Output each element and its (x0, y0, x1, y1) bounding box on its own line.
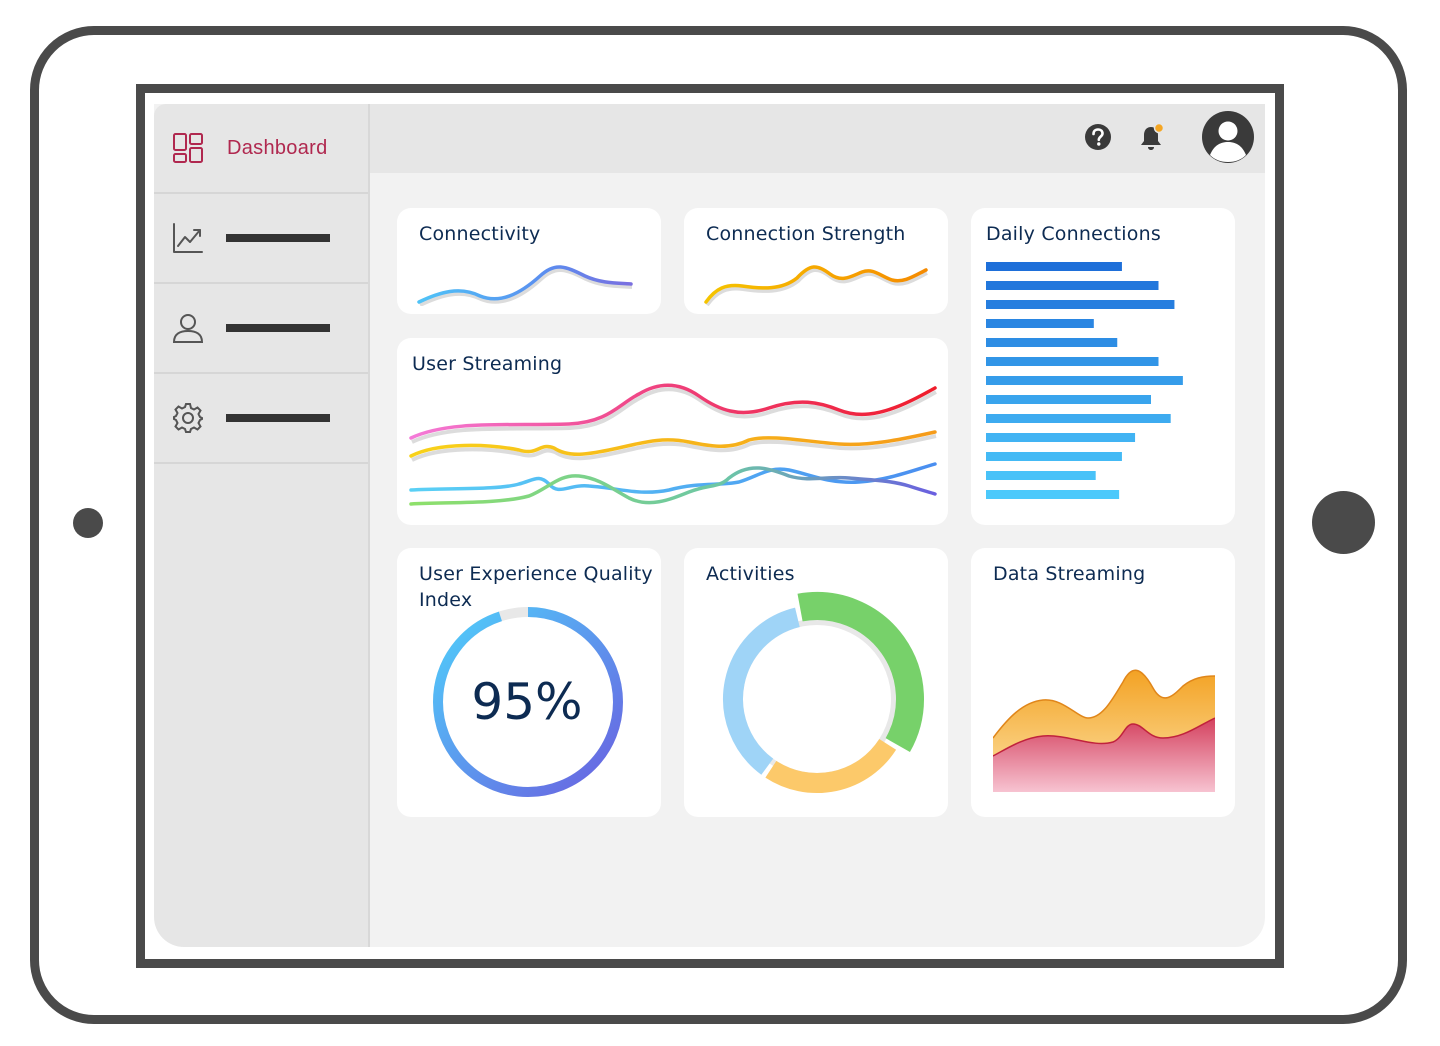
user-streaming-chart (409, 383, 937, 506)
card-title: Connection Strength (706, 223, 906, 245)
daily-connections-bar (986, 452, 1122, 461)
daily-connections-chart (986, 262, 1183, 499)
uxqi-gauge (433, 607, 623, 797)
card-title: Connectivity (419, 223, 541, 245)
chart-line-icon (173, 223, 203, 253)
uxqi-gauge-arc (433, 607, 623, 797)
daily-connections-bar (986, 338, 1118, 347)
card-title: Data Streaming (993, 563, 1146, 585)
tablet-camera (73, 508, 103, 538)
home-button[interactable] (1312, 491, 1375, 554)
gear-icon (173, 403, 203, 433)
data-streaming-chart (993, 669, 1215, 792)
daily-connections-bar (986, 414, 1171, 423)
card-uxqi[interactable]: User Experience Quality Index 95% (397, 548, 661, 817)
sidebar-item-settings[interactable] (154, 374, 368, 464)
help-icon[interactable] (1084, 123, 1112, 151)
user-icon (172, 314, 204, 343)
activities-segment (765, 738, 897, 793)
card-title: User Experience Quality Index (419, 563, 653, 611)
daily-connections-bar (986, 376, 1183, 385)
app-screen: Dashboard (154, 104, 1265, 947)
daily-connections-bar (986, 300, 1175, 309)
bell-icon[interactable] (1137, 123, 1167, 153)
card-title: Daily Connections (986, 223, 1161, 245)
activities-segment (797, 592, 924, 753)
sidebar-item-analytics[interactable] (154, 194, 368, 284)
daily-connections-bar (986, 319, 1094, 328)
top-bar (370, 104, 1265, 173)
activities-donut (723, 592, 924, 793)
connectivity-sparkline (417, 265, 633, 306)
uxqi-value: 95% (471, 673, 583, 731)
card-connection-strength[interactable]: Connection Strength (684, 208, 948, 314)
sidebar-item-users[interactable] (154, 284, 368, 374)
avatar[interactable] (1202, 111, 1254, 163)
daily-connections-bar (986, 490, 1120, 499)
sidebar-item-placeholder (226, 324, 330, 332)
daily-connections-bar (986, 471, 1096, 480)
daily-connections-bar (986, 395, 1151, 404)
card-title: User Streaming (412, 353, 563, 375)
connection-strength-sparkline (704, 265, 928, 306)
sidebar-item-dashboard[interactable]: Dashboard (154, 104, 368, 194)
daily-connections-bar (986, 281, 1159, 290)
sidebar-item-label: Dashboard (227, 136, 328, 159)
card-daily-connections[interactable]: Daily Connections (971, 208, 1235, 525)
card-connectivity[interactable]: Connectivity (397, 208, 661, 314)
card-user-streaming[interactable]: User Streaming (397, 338, 948, 525)
dashboard-icon (173, 133, 203, 163)
daily-connections-bar (986, 262, 1122, 271)
card-data-streaming[interactable]: Data Streaming (971, 548, 1235, 817)
daily-connections-bar (986, 357, 1159, 366)
sidebar-item-placeholder (226, 414, 330, 422)
sidebar-item-placeholder (226, 234, 330, 242)
notification-dot (1153, 123, 1165, 134)
sidebar: Dashboard (154, 104, 370, 947)
card-activities[interactable]: Activities (684, 548, 948, 817)
daily-connections-bar (986, 433, 1136, 442)
card-title: Activities (706, 563, 795, 585)
activities-segment (723, 607, 800, 775)
